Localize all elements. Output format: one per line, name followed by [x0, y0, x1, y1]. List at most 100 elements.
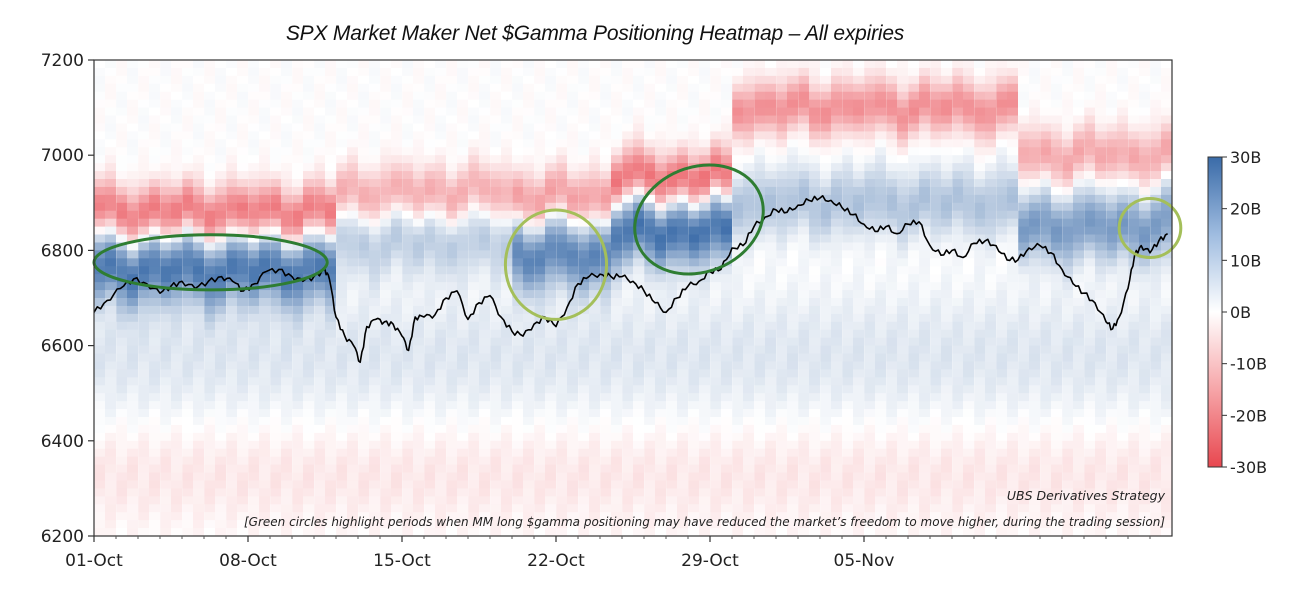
heat-cell — [633, 107, 645, 117]
heat-cell — [347, 171, 359, 180]
heat-cell — [105, 179, 117, 188]
heat-cell — [556, 417, 568, 426]
heat-cell — [941, 194, 953, 204]
heat-cell — [215, 202, 227, 212]
heat-cell — [138, 504, 150, 513]
heat-cell — [292, 448, 304, 458]
heat-cell — [127, 361, 139, 370]
heat-cell — [369, 417, 381, 426]
heat-cell — [171, 163, 183, 172]
heat-cell — [512, 179, 524, 188]
heat-cell — [446, 401, 458, 410]
heat-cell — [930, 274, 942, 283]
heat-cell — [611, 83, 623, 93]
heat-cell — [127, 139, 139, 148]
heat-cell — [831, 424, 843, 434]
heat-cell — [985, 282, 997, 291]
heat-cell — [435, 202, 447, 212]
heat-cell — [886, 131, 898, 140]
heat-cell — [754, 496, 766, 505]
heat-cell — [446, 512, 458, 521]
heat-cell — [655, 202, 667, 212]
heat-cell — [369, 448, 381, 458]
heat-cell — [699, 75, 711, 85]
heat-cell — [182, 274, 194, 283]
heat-cell — [292, 337, 304, 347]
heat-cell — [270, 417, 282, 426]
heat-cell — [127, 258, 139, 267]
heat-cell — [193, 313, 205, 323]
heat-cell — [237, 369, 249, 378]
heat-cell — [259, 321, 271, 331]
heat-cell — [963, 305, 975, 315]
heat-cell — [127, 298, 139, 307]
heat-cell — [270, 520, 282, 529]
heat-cell — [171, 361, 183, 370]
heat-cell — [600, 329, 612, 339]
heat-cell — [270, 488, 282, 497]
heat-cell — [710, 369, 722, 378]
session-seam — [776, 60, 777, 536]
heat-cell — [842, 67, 854, 77]
heat-cell — [501, 369, 513, 378]
heat-cell — [424, 179, 436, 188]
heat-cell — [160, 409, 172, 418]
heat-cell — [721, 186, 733, 196]
heat-cell — [732, 115, 744, 125]
heat-cell — [369, 401, 381, 410]
heat-cell — [974, 202, 986, 212]
heat-cell — [182, 147, 194, 156]
heat-cell — [281, 290, 293, 299]
heat-cell — [589, 313, 601, 323]
heat-cell — [479, 424, 491, 434]
heat-cell — [952, 131, 964, 140]
heat-cell — [820, 313, 832, 323]
heat-cell — [974, 488, 986, 497]
heat-cell — [237, 91, 249, 101]
heat-cell — [886, 155, 898, 164]
heat-cell — [446, 83, 458, 93]
heat-cell — [732, 488, 744, 497]
heat-cell — [974, 91, 986, 101]
heat-cell — [919, 432, 931, 442]
heat-cell — [270, 123, 282, 132]
heat-cell — [303, 75, 315, 85]
heat-cell — [523, 202, 535, 212]
heat-cell — [347, 409, 359, 418]
heat-cell — [897, 131, 909, 140]
heat-cell — [215, 385, 227, 394]
heat-cell — [974, 83, 986, 93]
heat-cell — [886, 282, 898, 291]
heat-cell — [919, 83, 931, 93]
heat-cell — [435, 337, 447, 347]
heat-cell — [985, 218, 997, 228]
heat-cell — [94, 218, 106, 228]
heat-cell — [655, 440, 667, 450]
heat-cell — [116, 385, 128, 394]
heat-cell — [897, 139, 909, 148]
heat-cell — [677, 75, 689, 85]
heat-cell — [809, 385, 821, 394]
heat-cell — [611, 226, 623, 236]
heat-cell — [842, 321, 854, 331]
heat-cell — [127, 107, 139, 117]
heat-cell — [787, 432, 799, 442]
heat-cell — [743, 353, 755, 363]
heat-cell — [853, 91, 865, 101]
heat-cell — [193, 496, 205, 505]
heat-cell — [369, 60, 381, 69]
heat-cell — [754, 91, 766, 101]
heat-cell — [380, 139, 392, 148]
heat-cell — [974, 464, 986, 474]
heat-cell — [941, 123, 953, 132]
heat-cell — [424, 266, 436, 275]
heat-cell — [369, 139, 381, 148]
heat-cell — [941, 377, 953, 386]
heat-cell — [149, 401, 161, 410]
heat-cell — [435, 520, 447, 529]
heat-cell — [699, 147, 711, 156]
heat-cell — [468, 290, 480, 299]
heat-cell — [930, 432, 942, 442]
heat-cell — [710, 321, 722, 331]
heat-cell — [930, 464, 942, 474]
